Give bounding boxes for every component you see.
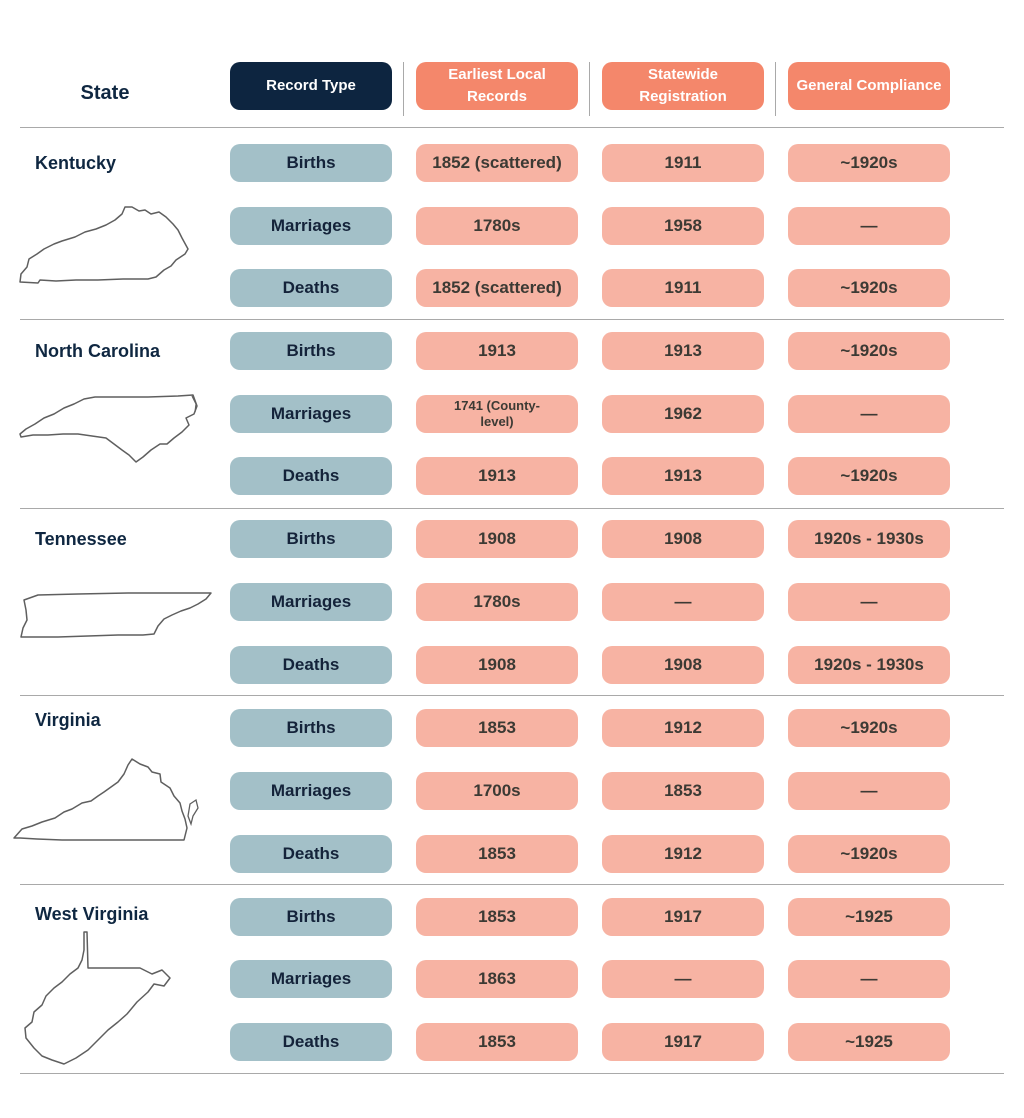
general-compliance-value: —	[788, 960, 950, 998]
state-name-tennessee: Tennessee	[35, 529, 127, 549]
record-type-deaths: Deaths	[230, 457, 392, 495]
earliest-local-records-value: 1852 (scattered)	[416, 269, 578, 307]
earliest-local-records-value: 1913	[416, 457, 578, 495]
statewide-registration-value: 1912	[602, 835, 764, 873]
earliest-local-records-value: 1700s	[416, 772, 578, 810]
record-type-deaths: Deaths	[230, 1023, 392, 1061]
record-type-marriages: Marriages	[230, 772, 392, 810]
statewide-registration-value: 1908	[602, 520, 764, 558]
earliest-local-records-value: 1863	[416, 960, 578, 998]
general-compliance-value: ~1920s	[788, 709, 950, 747]
general-compliance-value: ~1925	[788, 1023, 950, 1061]
record-type-marriages: Marriages	[230, 583, 392, 621]
earliest-local-records-value: 1853	[416, 709, 578, 747]
earliest-local-records-value: 1908	[416, 520, 578, 558]
earliest-local-records-value: 1853	[416, 835, 578, 873]
statewide-registration-value: 1962	[602, 395, 764, 433]
statewide-registration-value: 1912	[602, 709, 764, 747]
statewide-registration-value: 1913	[602, 332, 764, 370]
general-compliance-value: —	[788, 207, 950, 245]
earliest-local-records-value: 1908	[416, 646, 578, 684]
general-compliance-value: —	[788, 583, 950, 621]
statewide-registration-value: 1958	[602, 207, 764, 245]
general-compliance-value: ~1920s	[788, 269, 950, 307]
general-compliance-value: ~1920s	[788, 835, 950, 873]
statewide-registration-value: 1911	[602, 269, 764, 307]
earliest-local-records-value: 1853	[416, 898, 578, 936]
header-divider	[403, 62, 404, 116]
section-divider	[20, 1073, 1004, 1074]
statewide-registration-value: 1908	[602, 646, 764, 684]
state-name-north-carolina: North Carolina	[35, 341, 161, 361]
west-virginia-outline-icon	[24, 931, 171, 1065]
record-type-column-header: Record Type	[230, 62, 392, 110]
record-type-births: Births	[230, 520, 392, 558]
record-type-deaths: Deaths	[230, 835, 392, 873]
record-type-births: Births	[230, 709, 392, 747]
earliest-local-records-value: 1852 (scattered)	[416, 144, 578, 182]
record-type-deaths: Deaths	[230, 646, 392, 684]
general-compliance-column-header: General Compliance	[788, 62, 950, 110]
general-compliance-value: —	[788, 772, 950, 810]
statewide-registration-value: 1911	[602, 144, 764, 182]
record-type-births: Births	[230, 898, 392, 936]
record-type-marriages: Marriages	[230, 395, 392, 433]
general-compliance-value: ~1920s	[788, 332, 950, 370]
state-name-west-virginia: West Virginia	[35, 904, 149, 924]
earliest-local-records-value: 1853	[416, 1023, 578, 1061]
record-type-births: Births	[230, 332, 392, 370]
general-compliance-value: ~1925	[788, 898, 950, 936]
statewide-registration-value: 1917	[602, 1023, 764, 1061]
kentucky-outline-icon	[19, 206, 189, 284]
earliest-local-records-column-header: Earliest Local Records	[416, 62, 578, 110]
statewide-registration-value: —	[602, 960, 764, 998]
state-column-header: State	[80, 82, 130, 104]
record-type-births: Births	[230, 144, 392, 182]
state-name-virginia: Virginia	[35, 710, 101, 730]
section-divider	[20, 695, 1004, 696]
earliest-local-records-value: 1780s	[416, 207, 578, 245]
earliest-local-records-value: 1741 (County-level)	[416, 395, 578, 433]
statewide-registration-value: 1913	[602, 457, 764, 495]
section-divider	[20, 884, 1004, 885]
general-compliance-value: 1920s - 1930s	[788, 646, 950, 684]
north-carolina-outline-icon	[19, 394, 198, 463]
virginia-outline-icon	[13, 758, 199, 841]
general-compliance-value: 1920s - 1930s	[788, 520, 950, 558]
statewide-registration-value: —	[602, 583, 764, 621]
section-divider	[20, 319, 1004, 320]
tennessee-outline-icon	[20, 592, 212, 638]
record-type-deaths: Deaths	[230, 269, 392, 307]
earliest-local-records-value: 1780s	[416, 583, 578, 621]
record-type-marriages: Marriages	[230, 960, 392, 998]
general-compliance-value: —	[788, 395, 950, 433]
record-type-marriages: Marriages	[230, 207, 392, 245]
statewide-registration-value: 1917	[602, 898, 764, 936]
header-divider	[775, 62, 776, 116]
general-compliance-value: ~1920s	[788, 457, 950, 495]
statewide-registration-column-header: Statewide Registration	[602, 62, 764, 110]
statewide-registration-value: 1853	[602, 772, 764, 810]
section-divider	[20, 508, 1004, 509]
earliest-local-records-value: 1913	[416, 332, 578, 370]
state-name-kentucky: Kentucky	[35, 153, 117, 173]
general-compliance-value: ~1920s	[788, 144, 950, 182]
header-divider	[589, 62, 590, 116]
section-divider	[20, 127, 1004, 128]
